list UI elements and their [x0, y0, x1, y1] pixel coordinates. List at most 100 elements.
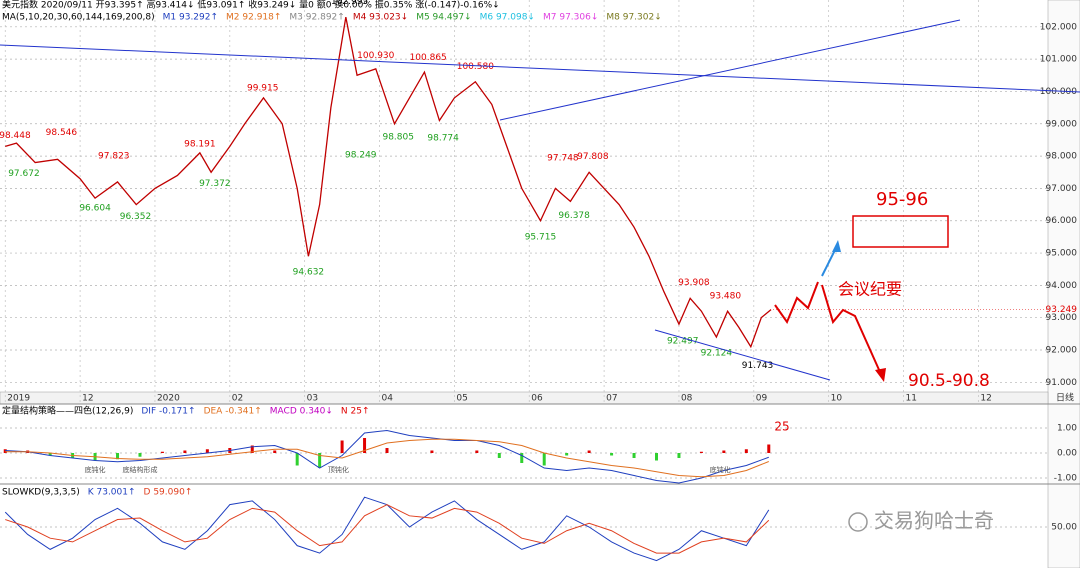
- price-annotation: 92.497: [667, 336, 699, 346]
- x-tick-label: 04: [382, 394, 394, 404]
- price-annotation: 91.743: [742, 361, 774, 371]
- x-tick-label: 2020: [157, 394, 180, 404]
- x-tick-label: 08: [681, 394, 693, 404]
- period-label: 日线: [1056, 392, 1074, 404]
- indicator-header: M2 92.918↑: [226, 13, 281, 23]
- price-annotation: 97.672: [8, 169, 40, 179]
- last-price-label: 93.249: [1046, 305, 1078, 315]
- indicator-header: MACD 0.340↓: [270, 407, 333, 417]
- y-tick-label: 0.00: [1057, 449, 1077, 459]
- target-box: [852, 215, 949, 248]
- watermark: 交易狗哈士奇: [874, 509, 994, 533]
- signal-label: 底结构形成: [122, 465, 157, 474]
- y-tick-label: 98.000: [1046, 152, 1078, 162]
- price-annotation: 97.808: [577, 152, 609, 162]
- price-annotation: 100.930: [357, 51, 394, 61]
- x-tick-label: 2019: [7, 394, 30, 404]
- y-tick-label: 97.000: [1046, 184, 1078, 194]
- x-tick-label: 12: [980, 394, 991, 404]
- trend-line: [499, 19, 961, 121]
- price-annotation: 100.865: [410, 53, 447, 63]
- indicator-header: 定量结构策略——四色(12,26,9): [2, 405, 133, 417]
- price-annotation: 100.580: [457, 62, 494, 72]
- y-tick-label: 93.000: [1046, 313, 1078, 323]
- x-tick-label: 09: [756, 394, 768, 404]
- price-annotation: 96.352: [120, 212, 152, 222]
- x-tick-label: 02: [232, 394, 243, 404]
- indicator-header: M6 97.098↓: [480, 13, 535, 23]
- path-arrow: [821, 284, 881, 373]
- price-annotation: 96.604: [79, 204, 111, 214]
- trend-line: [654, 329, 831, 381]
- y-tick-label: 101.000: [1040, 55, 1077, 65]
- macd-panel: 1.00 0.00 -1.00 定量结构策略——四色(12,26,9) DIF -0.1…: [0, 405, 1077, 484]
- price-annotation: 98.448: [0, 131, 31, 141]
- price-annotation: 95.715: [525, 232, 557, 242]
- y-tick-label: -1.00: [1054, 474, 1078, 484]
- signal-label: 底钝化: [710, 465, 731, 474]
- kd-panel: 50.00 SLOWKD(9,3,3,5) K 73.001↑ D 59.090↑: [0, 488, 1077, 562]
- price-annotation: 94.632: [293, 267, 325, 277]
- signal-label: 顶钝化: [328, 465, 349, 474]
- target-note: 95-96: [876, 189, 928, 210]
- y-tick-label: 102.000: [1040, 22, 1077, 32]
- price-annotation: 97.823: [98, 151, 130, 161]
- price-panel: 91.000 92.000 93.000 94.000 95.000 96.000 97.0…: [0, 0, 1077, 404]
- y-tick-label: 94.000: [1046, 281, 1078, 291]
- indicator-header: DIF -0.171↑: [141, 407, 195, 417]
- y-tick-label: 50.00: [1051, 523, 1077, 533]
- arrow-head: [875, 368, 886, 382]
- indicator-header: M4 93.023↓: [353, 13, 408, 23]
- target-note: 90.5-90.8: [908, 371, 990, 391]
- y-tick-label: 92.000: [1046, 345, 1078, 355]
- arrow-head: [832, 240, 841, 252]
- x-tick-label: 06: [531, 394, 543, 404]
- price-annotation: 92.124: [701, 348, 733, 358]
- indicator-header: M1 93.292↑: [163, 13, 218, 23]
- indicator-header: M5 94.497↓: [416, 13, 471, 23]
- price-annotation: 93.480: [710, 292, 742, 302]
- signal-label: 底钝化: [85, 465, 106, 474]
- up-arrow: [821, 247, 837, 277]
- y-tick-label: 96.000: [1046, 216, 1078, 226]
- indicator-header: M8 97.302↓: [606, 13, 661, 23]
- indicator-header: 美元指数 2020/09/11 开93.395↑ 高93.414↓ 低93.09…: [2, 0, 500, 11]
- y-tick-label: 1.00: [1057, 424, 1077, 434]
- price-annotation: 99.915: [247, 84, 279, 94]
- watermark-icon: [848, 512, 868, 532]
- y-tick-label: 95.000: [1046, 249, 1078, 259]
- indicator-header: D 59.090↑: [144, 488, 193, 498]
- price-annotation: 93.908: [678, 278, 710, 288]
- price-annotation: 98.249: [345, 151, 377, 161]
- indicator-header: K 73.001↑: [88, 488, 136, 498]
- indicator-header: M3 92.892↑: [289, 13, 344, 23]
- indicator-header: N 25↑: [341, 407, 370, 417]
- price-annotation: 98.546: [46, 128, 78, 138]
- indicator-header: SLOWKD(9,3,3,5): [2, 488, 80, 498]
- x-tick-label: 11: [906, 394, 917, 404]
- y-tick-label: 99.000: [1046, 119, 1078, 129]
- y-tick-label: 91.000: [1046, 378, 1078, 388]
- trend-line: [0, 44, 1080, 93]
- price-annotation: 102.995: [331, 0, 368, 7]
- x-tick-label: 10: [831, 394, 843, 404]
- price-annotation: 98.774: [427, 134, 459, 144]
- price-axis-strip: [1047, 0, 1080, 568]
- series-line: [5, 504, 770, 554]
- x-tick-label: 05: [456, 394, 467, 404]
- event-note: 会议纪要: [838, 280, 902, 299]
- x-tick-label: 03: [307, 394, 318, 404]
- series-line: [5, 17, 772, 349]
- price-annotation: 96.378: [558, 211, 590, 221]
- price-annotation: 97.748: [547, 154, 579, 164]
- count-label: 25: [774, 420, 789, 434]
- series-line: [5, 438, 769, 478]
- price-annotation: 97.372: [199, 179, 231, 189]
- indicator-header: M7 97.306↓: [543, 13, 598, 23]
- path-arrow: [774, 281, 819, 325]
- price-annotation: 98.805: [382, 133, 414, 143]
- price-annotation: 98.191: [184, 139, 216, 149]
- x-tick-label: 07: [606, 394, 617, 404]
